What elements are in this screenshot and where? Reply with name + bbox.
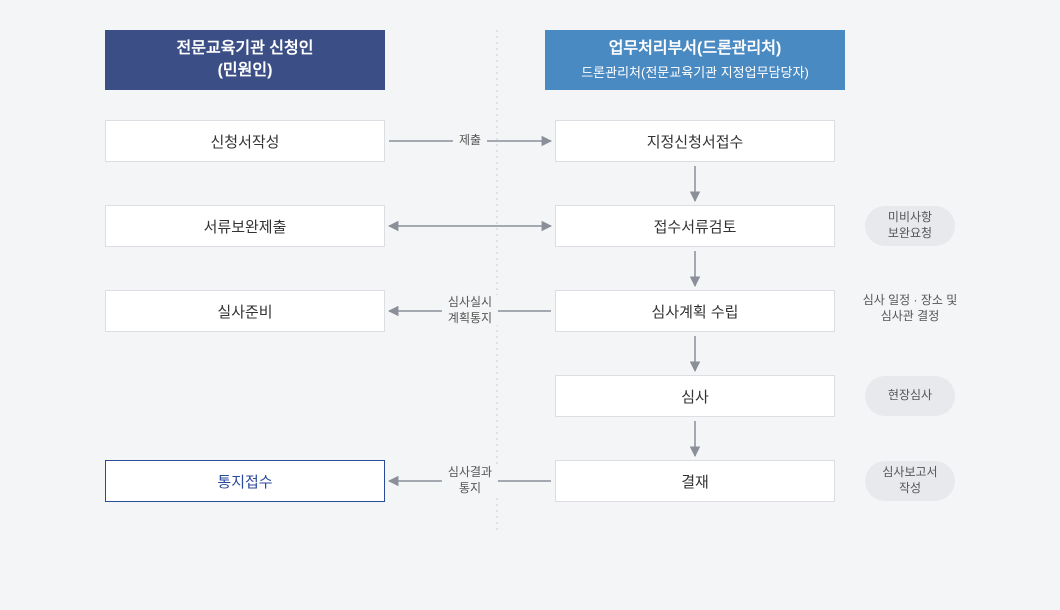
pill-report-writing: 심사보고서 작성: [865, 461, 955, 501]
header-applicant-line1: 전문교육기관 신청인: [177, 38, 314, 60]
pill-deficiency-request: 미비사항 보완요청: [865, 206, 955, 246]
box-approval: 결재: [555, 460, 835, 502]
header-department: 업무처리부서(드론관리처) 드론관리처(전문교육기관 지정업무담당자): [545, 30, 845, 90]
box-application-receive: 지정신청서접수: [555, 120, 835, 162]
box-application-form: 신청서작성: [105, 120, 385, 162]
box-document-review: 접수서류검토: [555, 205, 835, 247]
pill-onsite-review: 현장심사: [865, 376, 955, 416]
box-supplement-submit: 서류보완제출: [105, 205, 385, 247]
arrow-label-result: 심사결과 통지: [442, 465, 498, 495]
header-dept-line1: 업무처리부서(드론관리처): [609, 38, 782, 60]
box-plan-setup: 심사계획 수립: [555, 290, 835, 332]
header-applicant: 전문교육기관 신청인 (민원인): [105, 30, 385, 90]
header-dept-sub: 드론관리처(전문교육기관 지정업무담당자): [581, 64, 809, 82]
box-inspection-prep: 실사준비: [105, 290, 385, 332]
flowchart-stage: 전문교육기관 신청인 (민원인) 업무처리부서(드론관리처) 드론관리처(전문교…: [0, 0, 1060, 610]
header-applicant-line2: (민원인): [218, 60, 273, 82]
box-notice-receipt: 통지접수: [105, 460, 385, 502]
arrow-label-submit: 제출: [453, 133, 487, 148]
arrow-label-plan: 심사실시 계획통지: [442, 295, 498, 325]
box-review: 심사: [555, 375, 835, 417]
side-text-schedule: 심사 일정 · 장소 및 심사관 결정: [855, 293, 965, 329]
